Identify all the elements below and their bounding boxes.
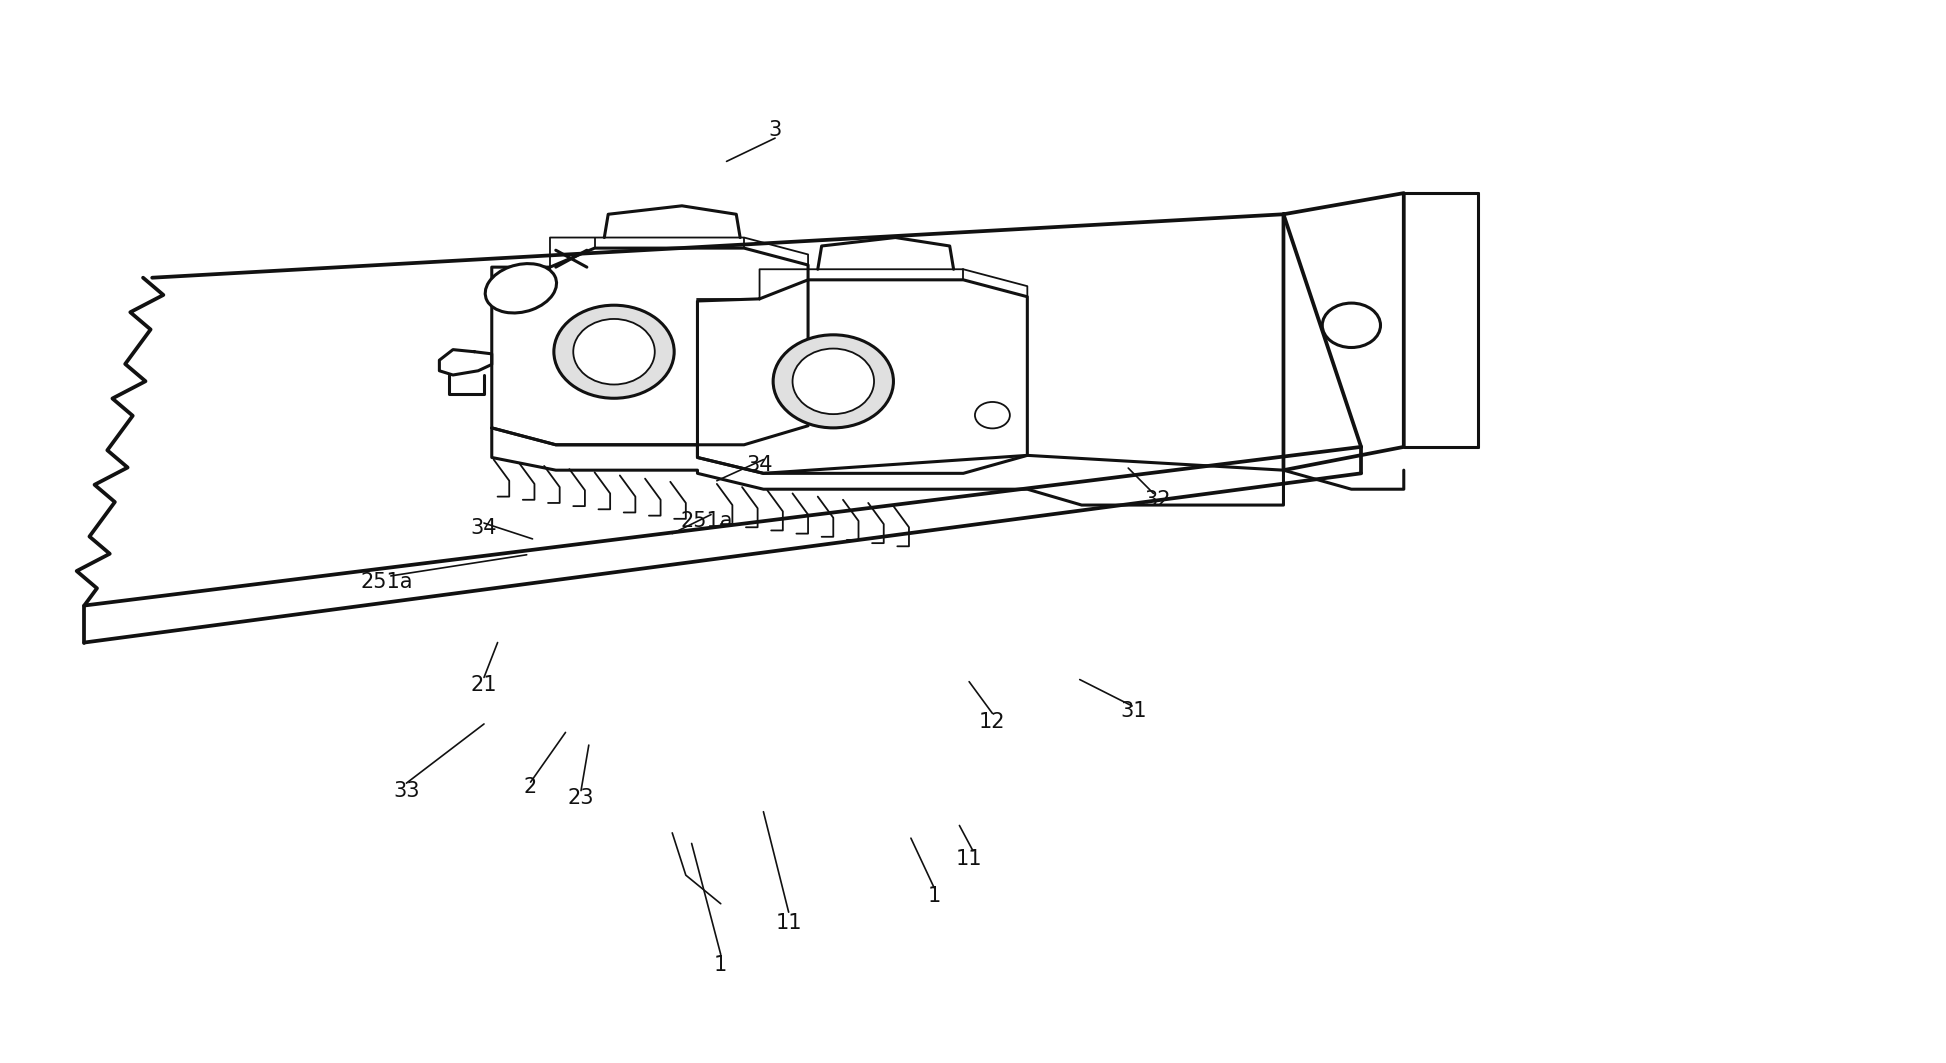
Text: 34: 34 <box>747 455 773 475</box>
Text: 12: 12 <box>979 712 1006 731</box>
Text: 33: 33 <box>393 780 420 800</box>
Ellipse shape <box>773 335 893 428</box>
Ellipse shape <box>792 349 874 415</box>
Text: 23: 23 <box>568 788 594 808</box>
Ellipse shape <box>574 319 654 385</box>
Text: 3: 3 <box>769 120 782 139</box>
Text: 1: 1 <box>714 955 728 975</box>
Ellipse shape <box>485 264 557 313</box>
Text: 32: 32 <box>1144 490 1171 510</box>
Ellipse shape <box>1321 303 1380 348</box>
Text: 31: 31 <box>1121 702 1148 722</box>
Text: 251a: 251a <box>360 572 413 592</box>
Text: 34: 34 <box>471 519 498 538</box>
Ellipse shape <box>555 305 673 399</box>
Ellipse shape <box>975 402 1010 428</box>
Text: 1: 1 <box>928 887 940 907</box>
Text: 21: 21 <box>471 675 498 695</box>
Text: 2: 2 <box>523 777 537 797</box>
Text: 11: 11 <box>775 913 802 932</box>
Text: 251a: 251a <box>681 511 734 530</box>
Text: 11: 11 <box>955 849 983 870</box>
